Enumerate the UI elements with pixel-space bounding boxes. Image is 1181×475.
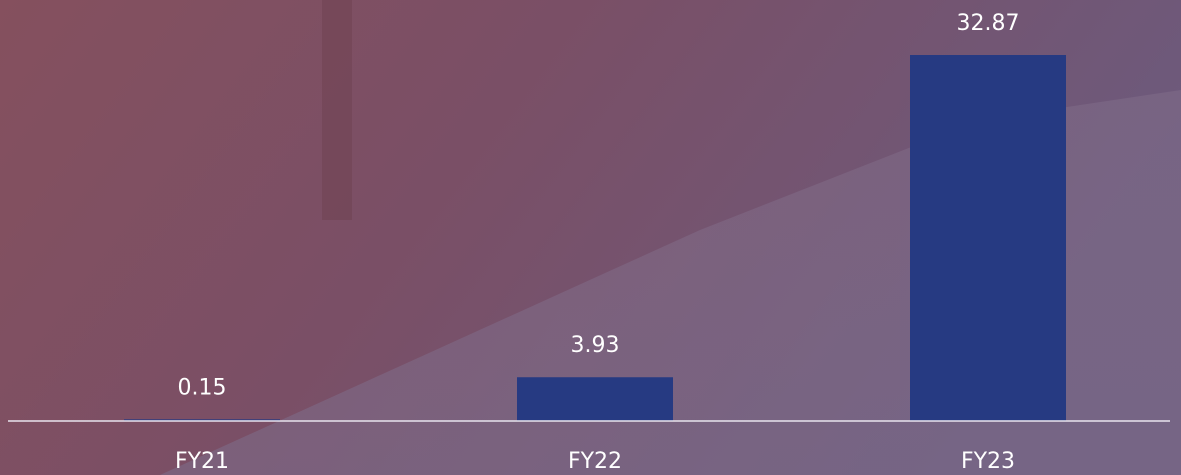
post [322,0,352,220]
value-label: 32.87 [957,11,1020,36]
value-label: 3.93 [571,333,620,358]
plot-area: 0.15 FY21 3.93 FY22 32.87 FY23 [124,11,1066,474]
x-tick-label: FY22 [568,449,622,474]
x-tick-label: FY23 [961,449,1015,474]
bar [517,377,673,421]
bar [910,55,1066,421]
value-label: 0.15 [178,375,227,400]
bar [124,419,280,421]
x-tick-label: FY21 [175,449,229,474]
